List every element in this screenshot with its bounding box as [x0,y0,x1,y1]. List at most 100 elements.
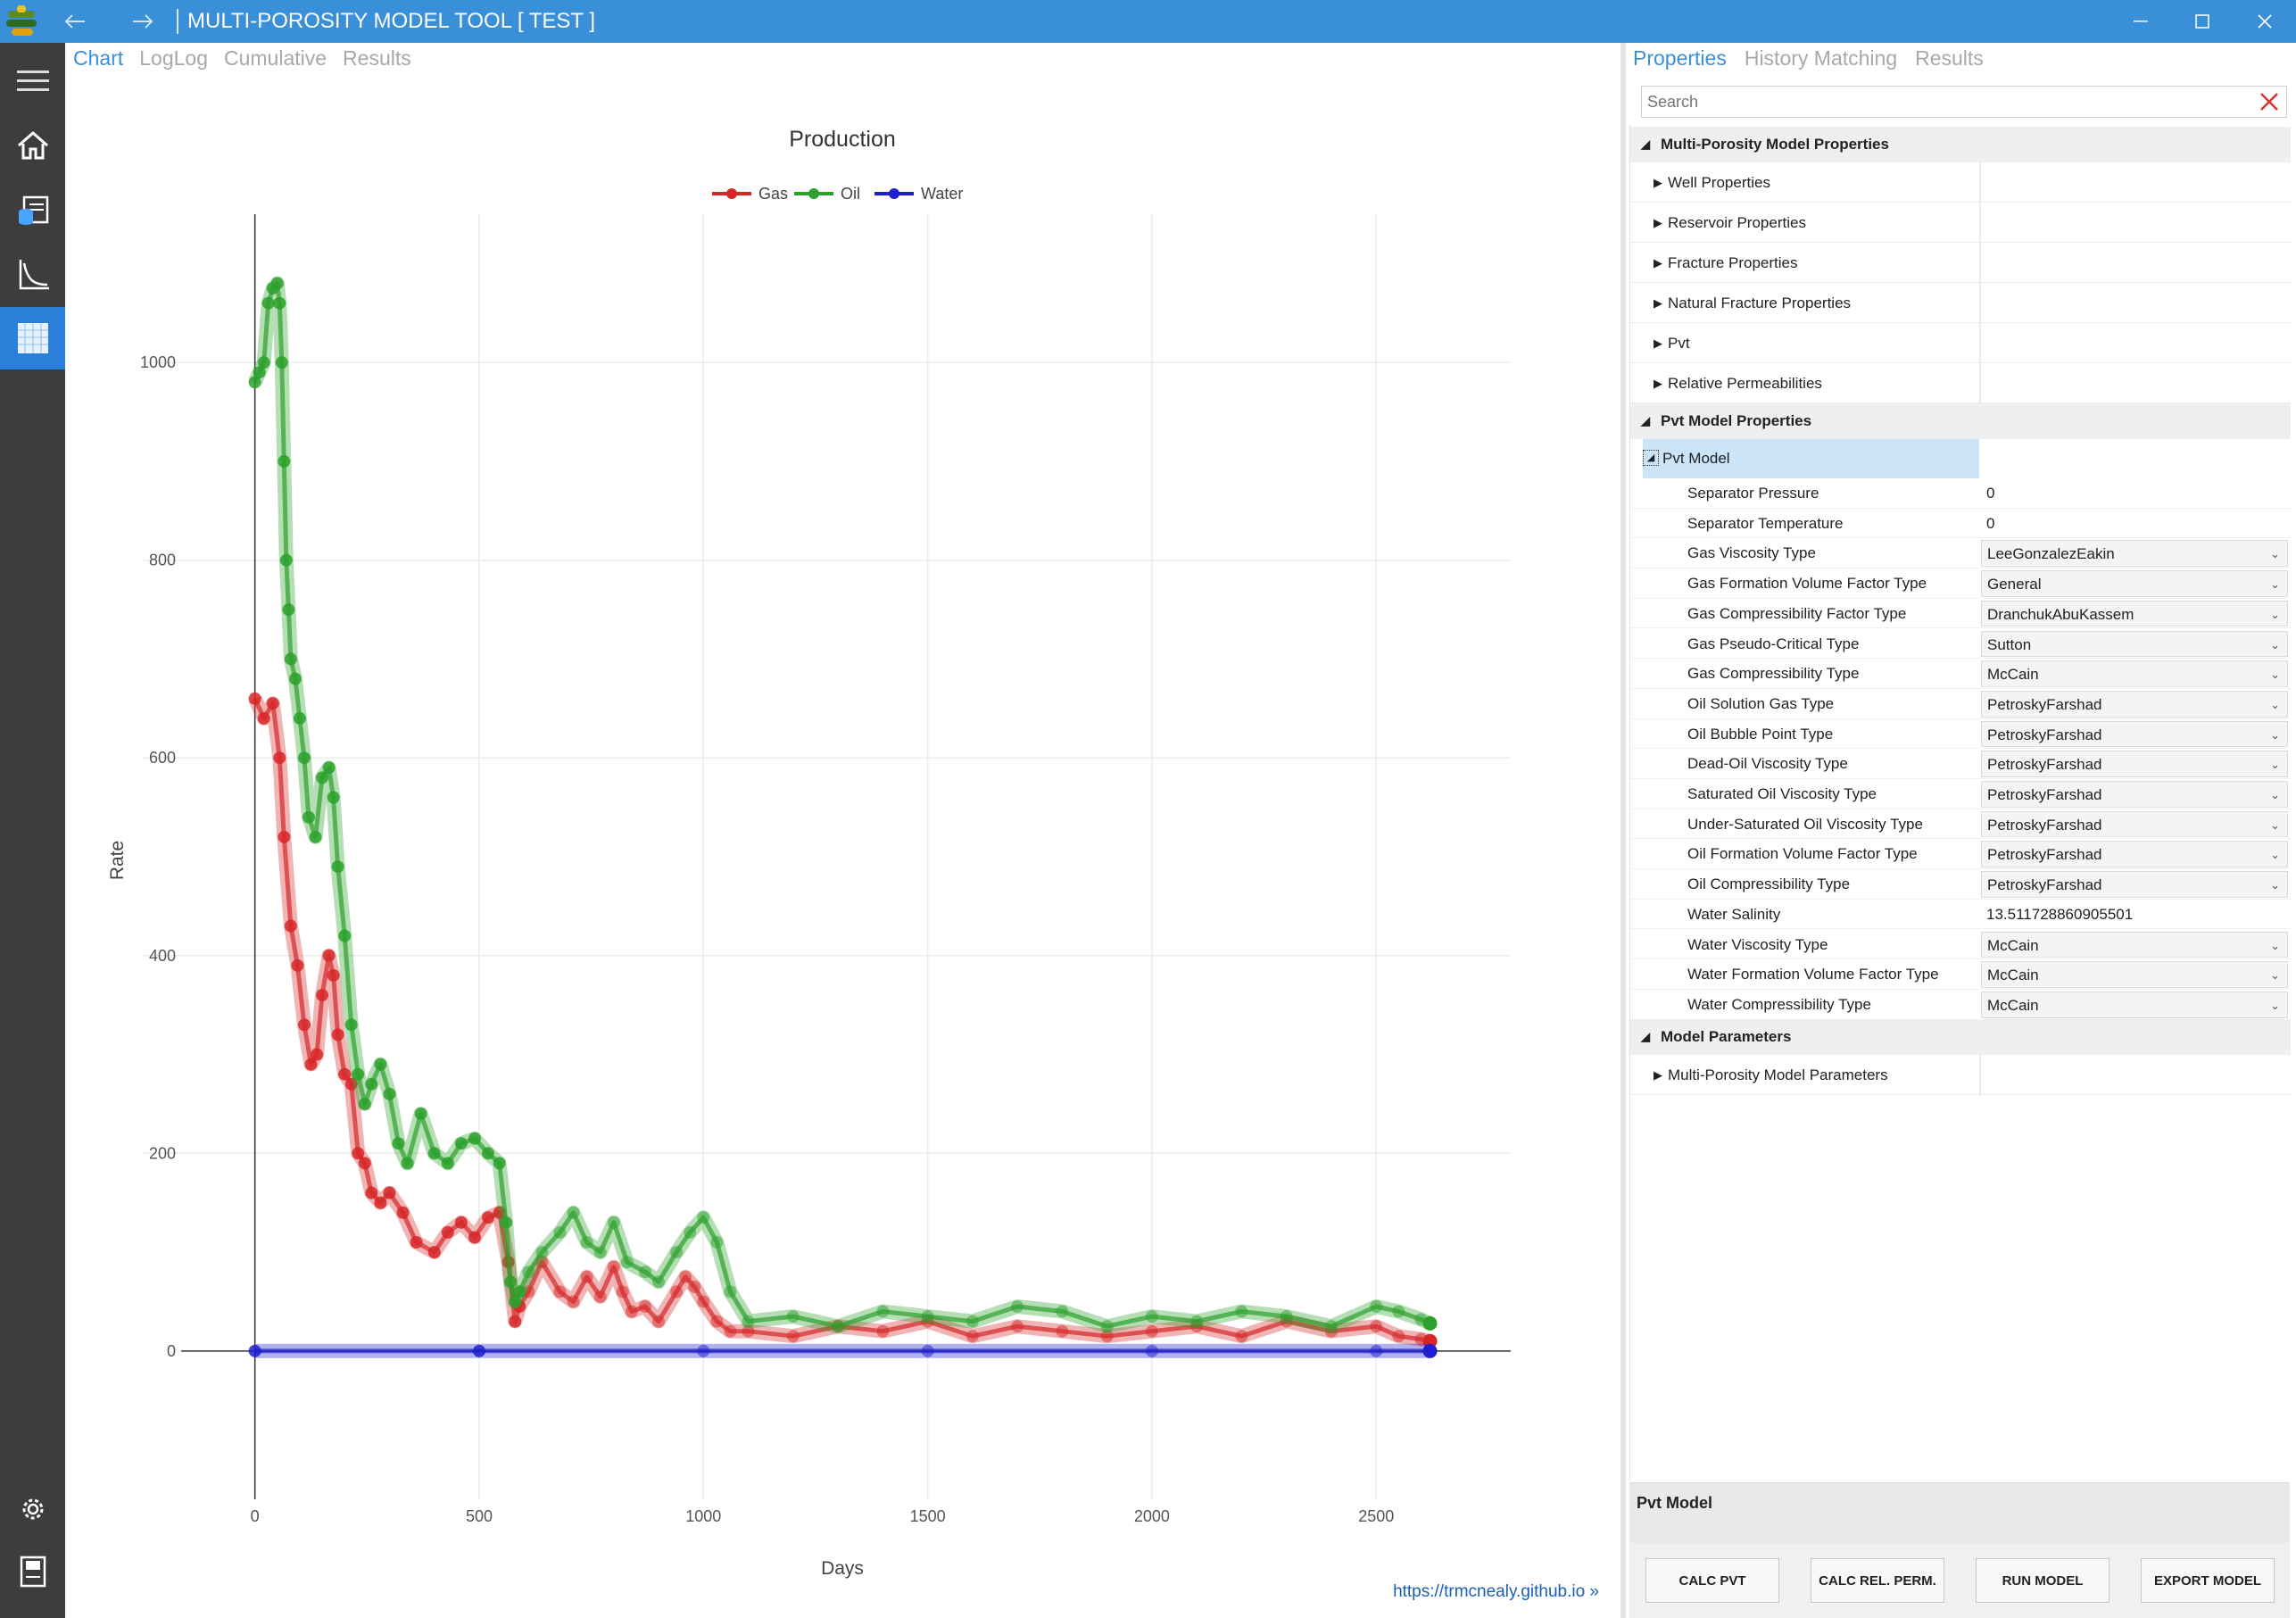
back-arrow-icon[interactable] [57,7,93,36]
footer-link[interactable]: https://trmcnealy.github.io » [1393,1582,1599,1601]
pvt-row-select[interactable]: McCain ⌄ [1981,991,2288,1018]
row-multi-porosity-model-parameters[interactable]: ▶ Multi-Porosity Model Parameters [1630,1055,2291,1095]
row-pvt-model[interactable]: ◢ Pvt Model [1630,439,2291,478]
tab-results[interactable]: Results [343,46,411,70]
category-model-parameters[interactable]: ◢ Model Parameters [1630,1019,2291,1055]
tab-loglog[interactable]: LogLog [139,46,208,70]
row-well-properties[interactable]: ▶ Well Properties [1630,162,2291,203]
chevron-down-icon[interactable]: ⌄ [2270,817,2280,832]
chevron-down-icon[interactable]: ⌄ [2270,758,2280,772]
pvt-row[interactable]: Water Formation Volume Factor Type McCain… [1630,959,2291,990]
chevron-down-icon[interactable]: ⌄ [2270,938,2280,952]
calc-pvt-button[interactable]: CALC PVT [1645,1558,1779,1603]
pvt-row[interactable]: Saturated Oil Viscosity Type PetroskyFars… [1630,779,2291,809]
category-multi-porosity[interactable]: ◢ Multi-Porosity Model Properties [1630,127,2291,162]
pvt-row[interactable]: Gas Compressibility Factor Type DranchukA… [1630,599,2291,629]
pvt-row-select[interactable]: PetroskyFarshad ⌄ [1981,720,2288,748]
pvt-row[interactable]: Separator Temperature 0 [1630,509,2291,539]
row-pvt[interactable]: ▶ Pvt [1630,323,2291,363]
pvt-row[interactable]: Oil Compressibility Type PetroskyFarshad ⌄ [1630,869,2291,900]
pvt-row-value[interactable]: 0 [1986,514,1995,532]
forward-arrow-icon[interactable] [125,7,161,36]
pvt-row-select[interactable]: PetroskyFarshad ⌄ [1981,810,2288,838]
database-icon[interactable] [0,178,65,241]
pvt-row[interactable]: Dead-Oil Viscosity Type PetroskyFarshad ⌄ [1630,749,2291,779]
pvt-row[interactable]: Oil Solution Gas Type PetroskyFarshad ⌄ [1630,689,2291,719]
menu-icon[interactable] [0,50,65,112]
pvt-row[interactable]: Oil Bubble Point Type PetroskyFarshad ⌄ [1630,719,2291,750]
row-natural-fracture-properties[interactable]: ▶ Natural Fracture Properties [1630,283,2291,323]
export-model-button[interactable]: EXPORT MODEL [2141,1558,2275,1603]
close-icon[interactable] [2243,7,2286,36]
chart-axes-icon[interactable] [0,243,65,305]
pvt-row-select[interactable]: General ⌄ [1981,570,2288,597]
pvt-row[interactable]: Gas Compressibility Type McCain ⌄ [1630,659,2291,689]
row-reservoir-properties[interactable]: ▶ Reservoir Properties [1630,203,2291,243]
pvt-row[interactable]: Under-Saturated Oil Viscosity Type Petros… [1630,809,2291,840]
tab-properties[interactable]: Properties [1633,46,1727,70]
expand-icon[interactable]: ▶ [1654,336,1662,350]
pvt-row[interactable]: Gas Viscosity Type LeeGonzalezEakin ⌄ [1630,538,2291,569]
clear-search-icon[interactable] [2258,90,2281,113]
table-grid-icon[interactable] [0,307,65,369]
settings-icon[interactable] [0,1478,65,1540]
chevron-down-icon[interactable]: ⌄ [2270,788,2280,801]
pvt-row-value[interactable]: 0 [1986,485,1995,502]
chevron-down-icon[interactable]: ⌄ [2270,607,2280,621]
pvt-row-select[interactable]: PetroskyFarshad ⌄ [1981,690,2288,718]
chevron-down-icon[interactable]: ⌄ [2270,878,2280,892]
tab-chart[interactable]: Chart [73,46,124,70]
chevron-down-icon[interactable]: ⌄ [2270,727,2280,742]
pvt-row[interactable]: Water Salinity 13.511728860905501 [1630,900,2291,930]
expand-icon[interactable]: ▶ [1654,377,1662,390]
home-icon[interactable] [0,114,65,177]
pvt-row-select[interactable]: PetroskyFarshad ⌄ [1981,751,2288,777]
row-fracture-properties[interactable]: ▶ Fracture Properties [1630,243,2291,283]
pvt-row[interactable]: Separator Pressure 0 [1630,478,2291,509]
pvt-row[interactable]: Water Compressibility Type McCain ⌄ [1630,990,2291,1020]
pvt-row-select[interactable]: McCain ⌄ [1981,931,2288,958]
chevron-down-icon[interactable]: ⌄ [2270,968,2280,983]
run-model-button[interactable]: RUN MODEL [1976,1558,2110,1603]
tab-cumulative[interactable]: Cumulative [224,46,327,70]
production-chart[interactable]: Production Gas Oil Water 0 500 1000 1500 2000 2… [65,80,1618,1597]
chevron-down-icon[interactable]: ⌄ [2270,998,2280,1012]
pvt-row[interactable]: Gas Pseudo-Critical Type Sutton ⌄ [1630,629,2291,660]
pvt-row-select[interactable]: LeeGonzalezEakin ⌄ [1981,540,2288,568]
panel-divider[interactable] [1620,43,1626,1618]
expand-icon[interactable]: ▶ [1654,296,1662,310]
tab-history-matching[interactable]: History Matching [1744,46,1898,70]
calc-rel-perm-button[interactable]: CALC REL. PERM. [1811,1558,1944,1603]
collapse-icon[interactable]: ◢ [1641,1030,1650,1043]
chevron-down-icon[interactable]: ⌄ [2270,848,2280,862]
pvt-row[interactable]: Water Viscosity Type McCain ⌄ [1630,930,2291,960]
pvt-row-value[interactable]: 13.511728860905501 [1986,905,2134,923]
pvt-row-select[interactable]: PetroskyFarshad ⌄ [1981,871,2288,898]
pvt-row-select[interactable]: PetroskyFarshad ⌄ [1981,781,2288,808]
pvt-row-select[interactable]: PetroskyFarshad ⌄ [1981,841,2288,868]
chevron-down-icon[interactable]: ⌄ [2270,697,2280,711]
chevron-down-icon[interactable]: ⌄ [2270,668,2280,682]
legend-label[interactable]: Oil [841,185,860,203]
pvt-row-select[interactable]: DranchukAbuKassem ⌄ [1981,600,2288,627]
pvt-row[interactable]: Oil Formation Volume Factor Type Petrosky… [1630,839,2291,870]
legend-label[interactable]: Gas [758,185,788,203]
chevron-down-icon[interactable]: ⌄ [2270,637,2280,651]
legend-label[interactable]: Water [921,185,963,203]
pvt-row-select[interactable]: McCain ⌄ [1981,660,2288,687]
collapse-icon[interactable]: ◢ [1641,137,1650,151]
pvt-row[interactable]: Gas Formation Volume Factor Type General ⌄ [1630,568,2291,599]
category-pvt-model[interactable]: ◢ Pvt Model Properties [1630,403,2291,439]
minimize-icon[interactable] [2120,7,2163,36]
collapse-icon[interactable]: ◢ [1641,414,1650,427]
expand-icon[interactable]: ▶ [1654,176,1662,189]
collapse-icon[interactable]: ◢ [1643,450,1659,466]
chevron-down-icon[interactable]: ⌄ [2270,577,2280,592]
row-relative-permeabilities[interactable]: ▶ Relative Permeabilities [1630,363,2291,403]
maximize-icon[interactable] [2181,7,2224,36]
search-input[interactable] [1647,91,2236,112]
pvt-row-select[interactable]: Sutton ⌄ [1981,630,2288,658]
expand-icon[interactable]: ▶ [1654,256,1662,270]
tab-props-results[interactable]: Results [1915,46,1984,70]
expand-icon[interactable]: ▶ [1654,1068,1662,1082]
